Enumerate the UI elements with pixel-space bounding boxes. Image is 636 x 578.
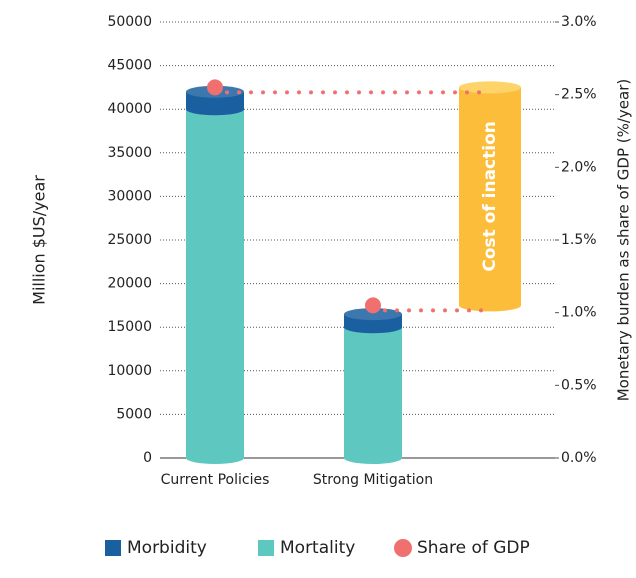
- y-tick-label: 40000: [107, 101, 152, 117]
- annotation: Cost of inaction: [480, 121, 500, 272]
- legend-swatch: [105, 540, 121, 556]
- y-tick-label: 25000: [107, 232, 152, 248]
- y2-tick-label: 2.0%: [561, 159, 597, 175]
- y2-tick-label: 0.5%: [561, 377, 597, 393]
- cost-top: [459, 81, 521, 94]
- gdp-point: [365, 297, 381, 314]
- y-tick-label: 0: [143, 450, 152, 466]
- y-tick-label: 10000: [107, 363, 152, 379]
- y2-tick-label: 1.0%: [561, 305, 597, 321]
- gdp-point: [207, 79, 223, 96]
- y-axis-label: Million $US/year: [30, 175, 49, 305]
- bar: [186, 109, 244, 458]
- y2-tick-label: 1.5%: [561, 232, 597, 248]
- y2-tick-label: 3.0%: [561, 14, 597, 30]
- y-tick-label: 30000: [107, 188, 152, 204]
- y2-tick-label: 2.5%: [561, 87, 597, 103]
- cost-body: [459, 87, 521, 306]
- legend-label: Mortality: [280, 538, 355, 558]
- bar: [344, 327, 402, 458]
- y-tick-label: 50000: [107, 14, 152, 30]
- y2-tick-label: 0.0%: [561, 450, 597, 466]
- y-tick-label: 20000: [107, 276, 152, 292]
- y-tick-label: 5000: [116, 406, 152, 422]
- y2-axis-label: Monetary burden as share of GDP (%/year): [615, 79, 633, 402]
- legend-label: Share of GDP: [417, 538, 530, 558]
- bar-top: [344, 308, 402, 321]
- x-tick-label: Current Policies: [161, 472, 270, 488]
- y-tick-label: 35000: [107, 145, 152, 161]
- x-tick-label: Strong Mitigation: [313, 472, 433, 488]
- y-tick-label: 15000: [107, 319, 152, 335]
- legend-swatch: [258, 540, 274, 556]
- legend-swatch: [394, 539, 412, 557]
- y-tick-label: 45000: [107, 58, 152, 74]
- legend-label: Morbidity: [127, 538, 207, 558]
